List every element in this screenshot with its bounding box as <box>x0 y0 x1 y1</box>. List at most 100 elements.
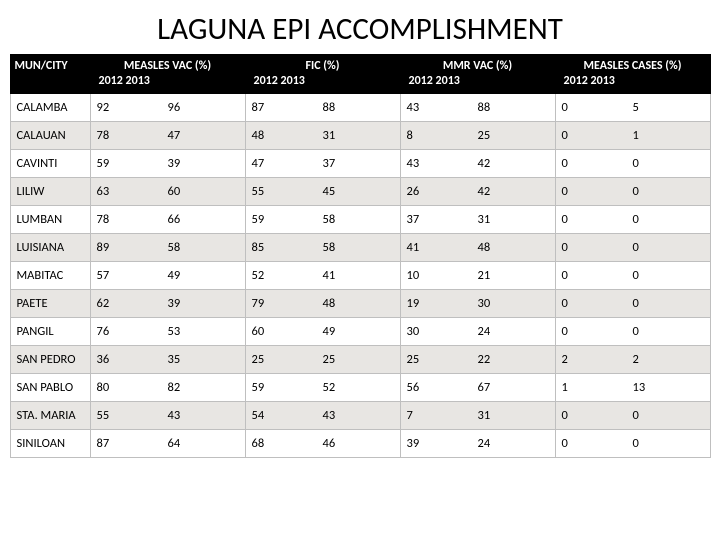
cell-value-pair: 5939 <box>90 150 245 178</box>
cell-city: SAN PABLO <box>10 374 90 402</box>
value-2012: 7 <box>407 408 478 423</box>
year-label: 2012 <box>564 74 588 88</box>
value-2012: 43 <box>407 156 478 171</box>
group-label: FIC (%) <box>250 59 396 74</box>
cell-value-pair: 2525 <box>245 346 400 374</box>
cell-city: LILIW <box>10 178 90 206</box>
year-label: 2013 <box>591 74 615 88</box>
cell-value-pair: 2522 <box>400 346 555 374</box>
value-2012: 79 <box>252 296 323 311</box>
value-2013: 43 <box>168 408 239 423</box>
table-row: LUMBAN78665958373100 <box>10 206 710 234</box>
value-2013: 58 <box>168 240 239 255</box>
value-2013: 52 <box>323 380 394 395</box>
value-2013: 24 <box>478 436 549 451</box>
value-2012: 0 <box>562 184 633 199</box>
value-2013: 96 <box>168 100 239 115</box>
value-2012: 0 <box>562 156 633 171</box>
cell-value-pair: 6239 <box>90 290 245 318</box>
value-2012: 0 <box>562 240 633 255</box>
value-2013: 25 <box>323 352 394 367</box>
cell-city: LUMBAN <box>10 206 90 234</box>
year-label: 2013 <box>281 74 305 88</box>
cell-value-pair: 00 <box>555 430 710 458</box>
col-header-mmr-vac: MMR VAC (%) 2012 2013 <box>400 55 555 94</box>
col-header-measles-vac: MEASLES VAC (%) 2012 2013 <box>90 55 245 94</box>
value-2013: 5 <box>633 100 704 115</box>
cell-value-pair: 7653 <box>90 318 245 346</box>
cell-value-pair: 3731 <box>400 206 555 234</box>
value-2012: 62 <box>97 296 168 311</box>
value-2013: 0 <box>633 296 704 311</box>
value-2012: 39 <box>407 436 478 451</box>
cell-value-pair: 00 <box>555 290 710 318</box>
value-2013: 46 <box>323 436 394 451</box>
value-2013: 0 <box>633 408 704 423</box>
value-2012: 47 <box>252 156 323 171</box>
value-2013: 30 <box>478 296 549 311</box>
cell-value-pair: 5443 <box>245 402 400 430</box>
value-2012: 59 <box>252 212 323 227</box>
cell-city: CALAMBA <box>10 94 90 122</box>
value-2013: 31 <box>478 408 549 423</box>
value-2012: 56 <box>407 380 478 395</box>
cell-value-pair: 8082 <box>90 374 245 402</box>
cell-city: PANGIL <box>10 318 90 346</box>
value-2013: 42 <box>478 156 549 171</box>
cell-value-pair: 5241 <box>245 262 400 290</box>
table-row: CALAUAN7847483182501 <box>10 122 710 150</box>
cell-value-pair: 7948 <box>245 290 400 318</box>
value-2012: 36 <box>97 352 168 367</box>
value-2012: 0 <box>562 296 633 311</box>
page-title: LAGUNA EPI ACCOMPLISHMENT <box>0 0 720 54</box>
value-2013: 49 <box>168 268 239 283</box>
cell-value-pair: 113 <box>555 374 710 402</box>
cell-value-pair: 5749 <box>90 262 245 290</box>
cell-value-pair: 8764 <box>90 430 245 458</box>
year-label: 2012 <box>409 74 433 88</box>
value-2012: 52 <box>252 268 323 283</box>
value-2012: 0 <box>562 436 633 451</box>
value-2012: 0 <box>562 324 633 339</box>
cell-value-pair: 6846 <box>245 430 400 458</box>
value-2013: 0 <box>633 240 704 255</box>
cell-value-pair: 8788 <box>245 94 400 122</box>
value-2013: 64 <box>168 436 239 451</box>
value-2013: 0 <box>633 436 704 451</box>
cell-value-pair: 5958 <box>245 206 400 234</box>
group-label: MEASLES VAC (%) <box>95 59 241 74</box>
value-2012: 0 <box>562 268 633 283</box>
cell-value-pair: 00 <box>555 402 710 430</box>
value-2012: 87 <box>252 100 323 115</box>
value-2013: 67 <box>478 380 549 395</box>
cell-city: CALAUAN <box>10 122 90 150</box>
cell-city: SAN PEDRO <box>10 346 90 374</box>
value-2012: 25 <box>252 352 323 367</box>
cell-value-pair: 9296 <box>90 94 245 122</box>
cell-value-pair: 8558 <box>245 234 400 262</box>
value-2013: 45 <box>323 184 394 199</box>
group-label: MEASLES CASES (%) <box>560 59 706 74</box>
cell-value-pair: 4831 <box>245 122 400 150</box>
table-row: MABITAC57495241102100 <box>10 262 710 290</box>
cell-value-pair: 731 <box>400 402 555 430</box>
value-2012: 63 <box>97 184 168 199</box>
cell-city: SINILOAN <box>10 430 90 458</box>
value-2013: 82 <box>168 380 239 395</box>
value-2013: 58 <box>323 240 394 255</box>
value-2012: 55 <box>97 408 168 423</box>
table-row: CALAMBA92968788438805 <box>10 94 710 122</box>
cell-value-pair: 3924 <box>400 430 555 458</box>
value-2012: 2 <box>562 352 633 367</box>
table-row: STA. MARIA5543544373100 <box>10 402 710 430</box>
value-2012: 80 <box>97 380 168 395</box>
value-2013: 88 <box>478 100 549 115</box>
value-2012: 57 <box>97 268 168 283</box>
value-2013: 39 <box>168 156 239 171</box>
table-row: LUISIANA89588558414800 <box>10 234 710 262</box>
cell-value-pair: 4388 <box>400 94 555 122</box>
value-2013: 21 <box>478 268 549 283</box>
value-2012: 59 <box>252 380 323 395</box>
value-2012: 89 <box>97 240 168 255</box>
cell-value-pair: 825 <box>400 122 555 150</box>
